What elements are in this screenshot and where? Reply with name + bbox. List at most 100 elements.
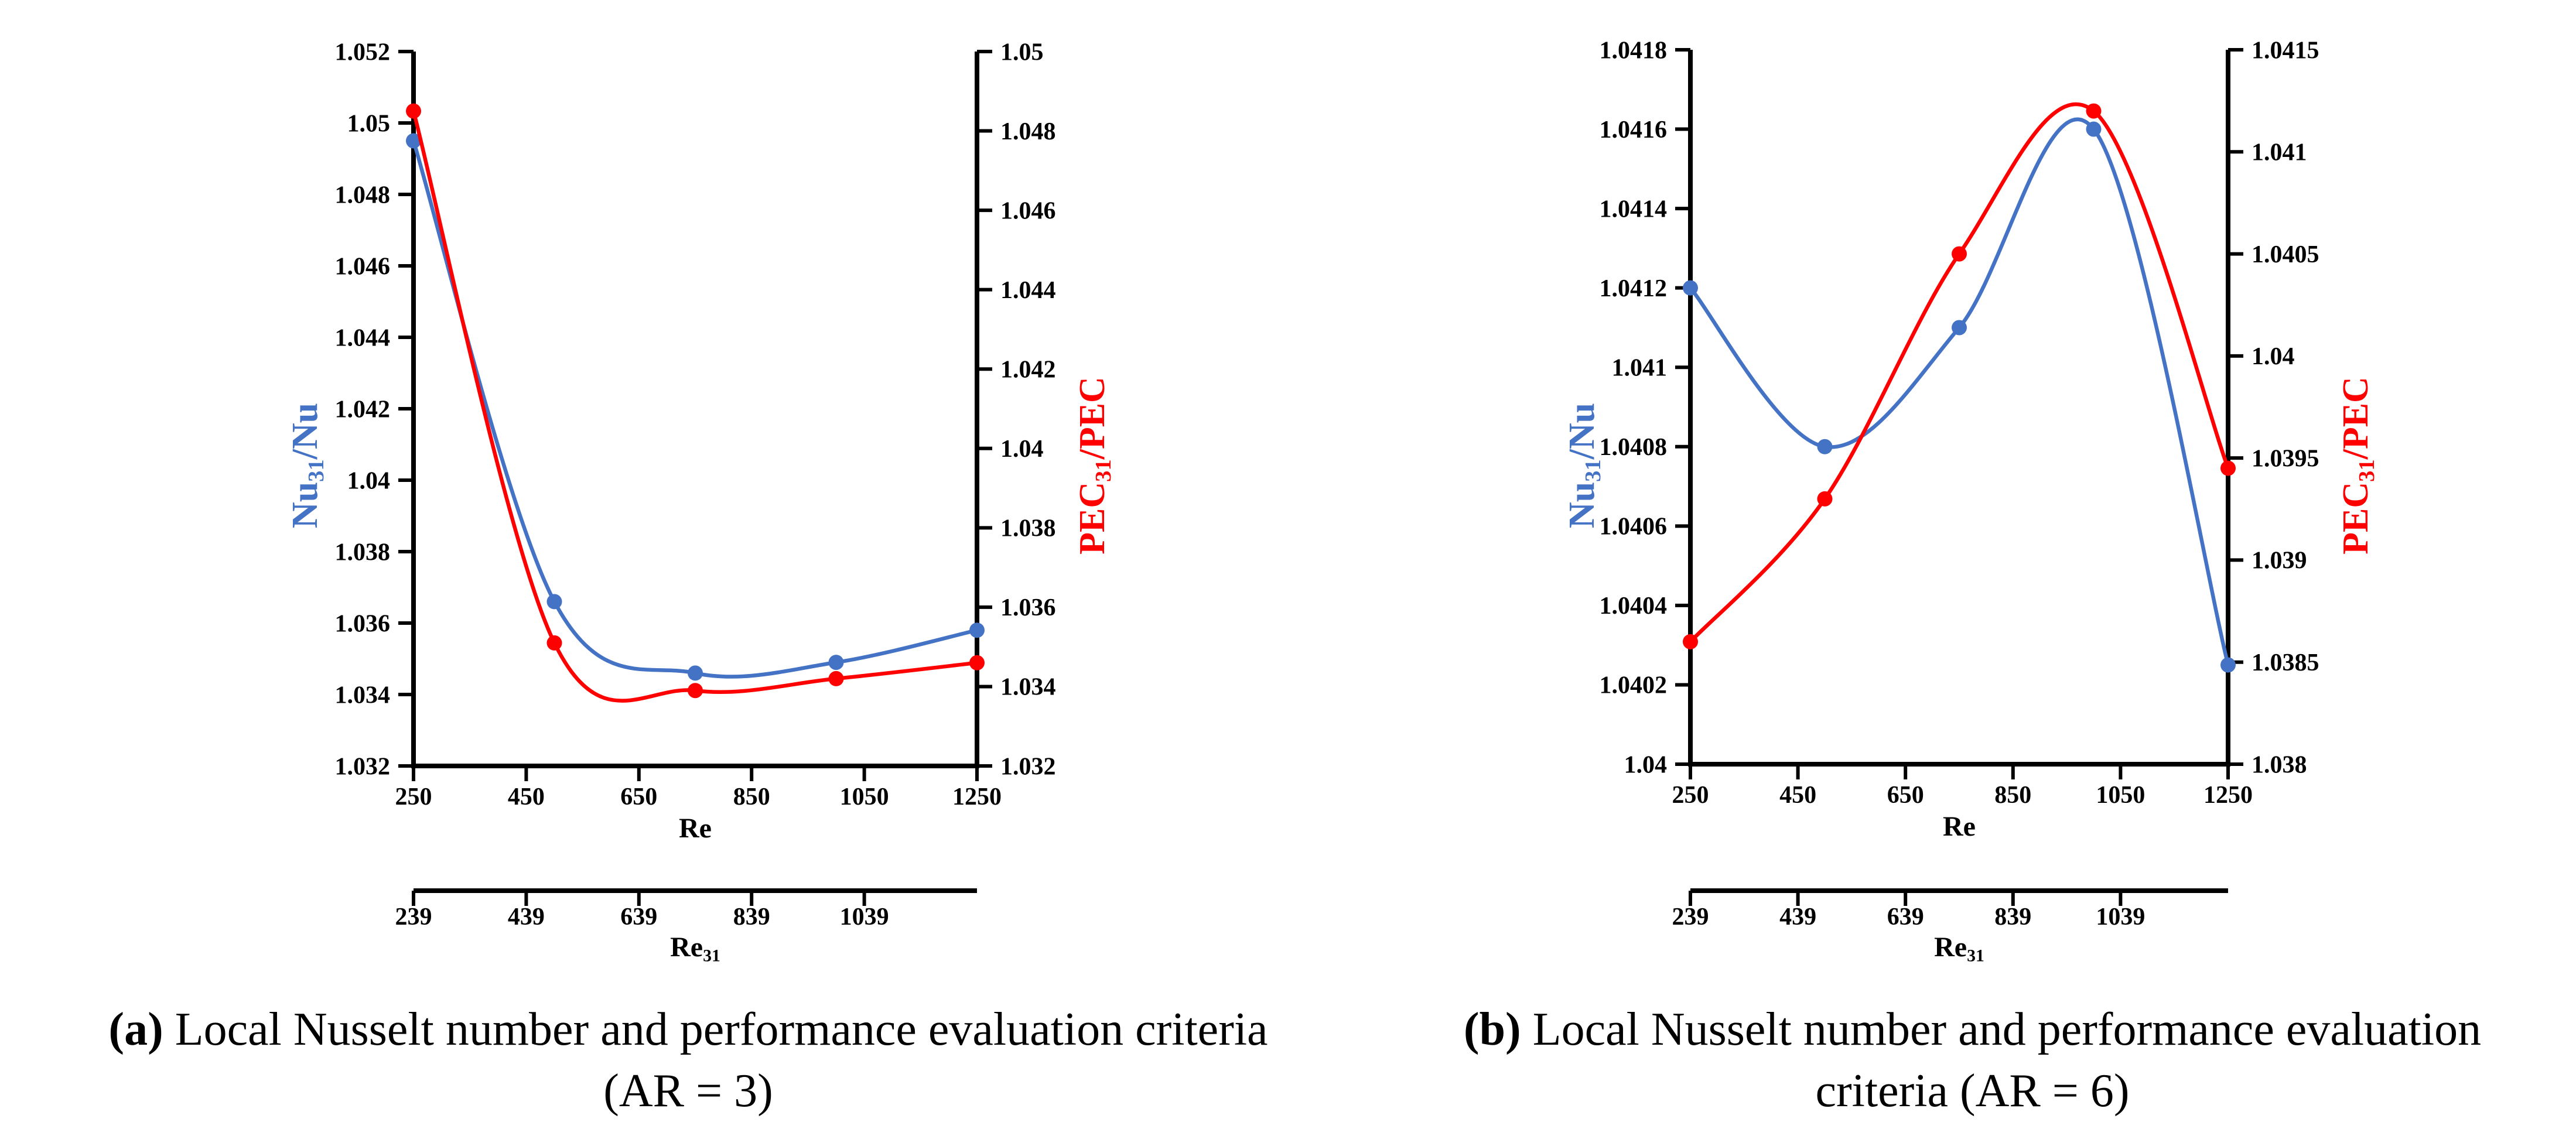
series-line-pec [1688, 102, 2230, 644]
y-left-tick-label: 1.04 [1624, 751, 1668, 778]
y-left-tick-label: 1.0412 [1600, 275, 1668, 302]
y-left-tick-label: 1.0416 [1600, 117, 1668, 143]
data-point-nu [1817, 439, 1833, 454]
x-tick-label: 250 [395, 784, 432, 810]
y-right-tick-label: 1.04 [2252, 343, 2295, 370]
caption-a-line1: (a) Local Nusselt number and performance… [6, 999, 1371, 1061]
y-right-tick-label: 1.042 [1000, 357, 1056, 384]
y-left-axis-title: Nu31/Nu [1562, 403, 1605, 528]
y-right-tick-label: 1.039 [2252, 548, 2307, 574]
x-tick-label: 1250 [952, 784, 1002, 810]
x2-tick-label: 1039 [840, 904, 889, 931]
axes-frame [411, 52, 979, 768]
y-right-tick-label: 1.0405 [2252, 241, 2319, 268]
data-point-pec [406, 103, 421, 119]
x-tick-label: 850 [733, 784, 770, 810]
x-axis-title: Re [679, 813, 712, 844]
y-right-tick-label: 1.0395 [2252, 445, 2319, 472]
caption-row: (a) Local Nusselt number and performance… [0, 996, 2576, 1146]
data-point-pec [969, 655, 985, 671]
x-tick-label: 850 [1994, 782, 2031, 809]
dual-axis-line-charts: 1.032 1.034 1.036 1.038 1.04 1.042 1.044 1.046 1… [285, 37, 2379, 966]
x-tick-label: 650 [620, 784, 657, 810]
y-left-tick-label: 1.042 [335, 396, 391, 423]
x2-tick-label: 839 [733, 904, 770, 931]
data-point-pec [1952, 246, 1967, 262]
y-left-tick-label: 1.041 [1612, 355, 1668, 382]
y-right-tick-label: 1.034 [1000, 674, 1056, 701]
data-point-pec [1817, 491, 1833, 507]
caption-a: (a) Local Nusselt number and performance… [6, 999, 1371, 1122]
data-point-nu [2220, 657, 2236, 673]
y-left-tick-label: 1.036 [335, 610, 391, 637]
y-right-tick-label: 1.038 [2252, 751, 2307, 778]
x2-tick-label: 239 [395, 904, 432, 931]
x2-tick-label: 439 [1779, 904, 1816, 931]
chart-b: 1.04 1.0402 1.0404 1.0406 1.0408 1.041 1.0412 1… [1562, 37, 2379, 965]
data-point-pec [2086, 103, 2102, 119]
data-point-pec [1683, 634, 1698, 649]
y-left-tick-label: 1.0404 [1600, 593, 1668, 620]
y-right-tick-label: 1.048 [1000, 118, 1056, 145]
data-point-pec [2220, 460, 2236, 476]
y-right-tick-label: 1.044 [1000, 277, 1056, 304]
y-right-tick-label: 1.038 [1000, 515, 1056, 542]
data-point-nu [969, 622, 985, 638]
data-point-nu [406, 133, 421, 149]
data-point-nu [2086, 121, 2102, 137]
caption-a-line2: (AR = 3) [603, 1065, 773, 1117]
x-axis-title: Re [1943, 811, 1976, 842]
y-left-tick-label: 1.046 [335, 253, 391, 280]
data-point-pec [546, 635, 562, 651]
y-left-tick-label: 1.048 [335, 182, 391, 208]
data-point-nu [1952, 320, 1967, 336]
data-point-nu [1683, 280, 1698, 296]
x-tick-label: 450 [508, 784, 545, 810]
y-right-tick-label: 1.032 [1000, 753, 1056, 780]
caption-b-label: (b) [1463, 1004, 1521, 1055]
y-right-tick-label: 1.041 [2252, 139, 2307, 166]
y-right-axis-title: PEC31/PEC [2336, 377, 2379, 555]
x-tick-label: 1050 [840, 784, 889, 810]
y-left-tick-label: 1.0402 [1600, 672, 1668, 699]
x-tick-label: 650 [1887, 782, 1924, 809]
x2-tick-label: 439 [508, 904, 545, 931]
y-left-tick-label: 1.032 [335, 753, 391, 780]
y-right-tick-label: 1.0385 [2252, 649, 2319, 676]
caption-b: (b) Local Nusselt number and performance… [1374, 999, 2571, 1122]
caption-b-line1: (b) Local Nusselt number and performance… [1374, 999, 2571, 1061]
y-left-axis-title: Nu31/Nu [285, 403, 329, 528]
x2-axis-title: Re31 [670, 932, 720, 966]
x2-tick-label: 639 [620, 904, 657, 931]
data-point-pec [688, 683, 703, 699]
x-tick-label: 450 [1779, 782, 1816, 809]
y-right-tick-label: 1.04 [1000, 436, 1044, 463]
series-line-nu [1688, 117, 2230, 667]
x2-tick-label: 639 [1887, 904, 1924, 931]
x2-tick-label: 839 [1994, 904, 2031, 931]
data-point-nu [546, 594, 562, 610]
x-tick-label: 1050 [2096, 782, 2145, 809]
caption-a-label: (a) [108, 1004, 163, 1055]
y-right-tick-label: 1.036 [1000, 594, 1056, 621]
y-left-tick-label: 1.034 [335, 682, 391, 709]
caption-a-text: Local Nusselt number and performance eva… [175, 1004, 1268, 1055]
caption-b-text: Local Nusselt number and performance eva… [1532, 1004, 2482, 1055]
y-right-tick-label: 1.046 [1000, 197, 1056, 224]
y-left-tick-label: 1.044 [335, 324, 391, 351]
y-left-tick-label: 1.05 [347, 110, 391, 137]
series-line-nu [411, 139, 979, 679]
y-left-tick-label: 1.0406 [1600, 514, 1668, 540]
y-left-tick-label: 1.04 [347, 467, 391, 494]
y-right-tick-label: 1.0415 [2252, 37, 2319, 64]
data-point-nu [688, 665, 703, 681]
y-left-tick-label: 1.038 [335, 539, 391, 566]
series-line-pec [411, 109, 979, 703]
y-left-tick-label: 1.0408 [1600, 434, 1668, 461]
x-tick-label: 1250 [2203, 782, 2253, 809]
y-right-tick-label: 1.05 [1000, 39, 1044, 66]
y-left-tick-label: 1.052 [335, 39, 391, 66]
x2-tick-label: 1039 [2096, 904, 2145, 931]
caption-b-line2: criteria (AR = 6) [1815, 1065, 2130, 1117]
